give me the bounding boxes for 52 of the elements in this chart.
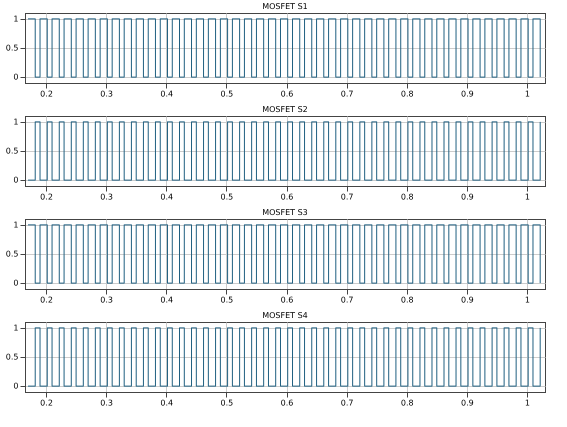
x-tick-label: 0.8 bbox=[400, 296, 414, 304]
x-tick-label: 1 bbox=[524, 398, 530, 408]
x-tick-label: 0.7 bbox=[340, 296, 354, 304]
x-tick-label: 0.6 bbox=[280, 192, 294, 202]
x-tick-label: 0.5 bbox=[220, 296, 234, 304]
x-tick-label: 0.8 bbox=[400, 90, 414, 98]
y-tick-label: 0.5 bbox=[6, 146, 18, 156]
chart-title: MOSFET S4 bbox=[262, 311, 308, 320]
x-tick-label: 0.4 bbox=[160, 398, 174, 408]
y-tick-label: 0 bbox=[13, 176, 18, 185]
x-tick-label: 0.6 bbox=[280, 398, 294, 408]
y-tick-label: 0.5 bbox=[6, 352, 18, 362]
x-tick-label: 0.3 bbox=[100, 90, 114, 98]
y-tick-label: 0.5 bbox=[6, 44, 18, 52]
chart-title: MOSFET S2 bbox=[262, 105, 308, 114]
x-tick-label: 0.5 bbox=[220, 398, 234, 408]
x-tick-label: 0.8 bbox=[400, 192, 414, 202]
x-tick-label: 0.5 bbox=[220, 90, 234, 98]
y-tick-label: 1 bbox=[13, 117, 18, 126]
x-tick-label: 0.2 bbox=[40, 192, 53, 202]
x-tick-label: 1 bbox=[524, 192, 530, 202]
x-tick-label: 0.6 bbox=[280, 296, 294, 304]
x-tick-label: 0.5 bbox=[220, 192, 234, 202]
chart-title: MOSFET S3 bbox=[262, 208, 308, 217]
x-tick-label: 0.2 bbox=[40, 90, 53, 98]
x-tick-label: 0.4 bbox=[160, 296, 174, 304]
y-tick-label: 0 bbox=[13, 382, 18, 391]
chart-title: MOSFET S1 bbox=[262, 2, 308, 11]
x-tick-label: 0.2 bbox=[40, 398, 53, 408]
x-tick-label: 0.8 bbox=[400, 398, 414, 408]
x-tick-label: 0.9 bbox=[460, 398, 474, 408]
x-tick-label: 0.3 bbox=[100, 192, 114, 202]
x-tick-label: 1 bbox=[524, 90, 530, 98]
y-tick-label: 1 bbox=[13, 323, 18, 332]
x-tick-label: 0.7 bbox=[340, 192, 354, 202]
x-tick-label: 0.7 bbox=[340, 90, 354, 98]
y-tick-label: 0.5 bbox=[6, 250, 18, 258]
y-tick-label: 0 bbox=[13, 72, 18, 82]
x-tick-label: 0.4 bbox=[160, 192, 174, 202]
x-tick-label: 0.4 bbox=[160, 90, 174, 98]
x-tick-label: 0.9 bbox=[460, 192, 474, 202]
x-tick-label: 0.3 bbox=[100, 296, 114, 304]
y-tick-label: 0 bbox=[13, 278, 18, 288]
y-tick-label: 1 bbox=[13, 14, 18, 24]
x-tick-label: 0.9 bbox=[460, 90, 474, 98]
x-tick-label: 1 bbox=[524, 296, 530, 304]
x-tick-label: 0.2 bbox=[40, 296, 53, 304]
y-tick-label: 1 bbox=[13, 220, 18, 230]
x-tick-label: 0.6 bbox=[280, 90, 294, 98]
x-tick-label: 0.3 bbox=[100, 398, 114, 408]
x-tick-label: 0.7 bbox=[340, 398, 354, 408]
x-tick-label: 0.9 bbox=[460, 296, 474, 304]
